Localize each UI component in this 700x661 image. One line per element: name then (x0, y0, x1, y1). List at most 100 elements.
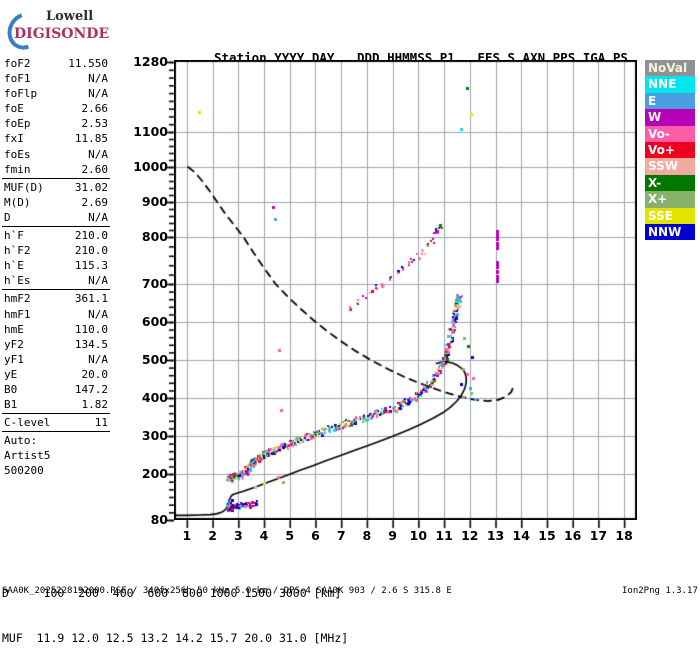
x-tick-label: 14 (512, 528, 530, 543)
lowell-digisonde-logo: Lowell DIGISONDE (1, 6, 136, 56)
parameter-key: foF1 (4, 72, 31, 86)
parameter-row: yF1 N/A (2, 352, 110, 367)
legend-item-x[interactable]: X- (645, 174, 695, 192)
file-info-line: SAA0K_2025228192000.RSF / 340fx256h 50 k… (2, 586, 452, 596)
parameter-value: 210.0 (74, 229, 108, 243)
parameter-row: yE 20.0 (2, 367, 110, 382)
x-tick-label: 5 (285, 528, 295, 543)
parameter-key: yF2 (4, 337, 24, 351)
y-tick-label: 500 (141, 352, 168, 367)
ionogram-canvas[interactable] (174, 60, 637, 520)
parameter-value: 115.3 (74, 259, 108, 273)
parameter-value: N/A (88, 307, 108, 321)
parameter-divider (2, 177, 110, 179)
parameter-row: foF2 11.550 (2, 56, 110, 71)
parameter-key: hmE (4, 322, 24, 336)
x-tick-label: 13 (486, 528, 505, 543)
x-tick-label: 7 (336, 528, 346, 543)
x-tick-label: 15 (538, 528, 556, 543)
parameter-key: fxI (4, 132, 24, 146)
y-tick-label: 800 (141, 229, 168, 244)
parameter-row: B1 1.82 (2, 397, 110, 412)
legend-item-x[interactable]: X+ (645, 191, 695, 208)
parameter-value: 147.2 (74, 382, 108, 396)
parameter-value: 210.0 (74, 244, 108, 258)
parameter-value: 11.550 (68, 57, 108, 70)
legend-item-vo[interactable]: Vo+ (645, 141, 695, 159)
parameter-row: h`F 210.0 (2, 228, 110, 243)
parameter-row: fxI 11.85 (2, 131, 110, 146)
auto-scaler-line: Auto: (4, 434, 38, 448)
parameter-divider (2, 413, 110, 415)
y-tick-label: 1280 (133, 54, 168, 69)
muf-distance-table: D 100 200 400 600 800 1000 1500 3000 [km… (2, 556, 348, 661)
x-tick-label: 10 (409, 528, 428, 543)
parameter-key: B1 (4, 398, 18, 412)
parameter-value: N/A (88, 352, 108, 366)
parameter-value: 2.60 (81, 162, 109, 176)
x-tick-label: 6 (311, 528, 320, 543)
y-tick-label: 600 (141, 314, 168, 329)
parameter-key: h`F (4, 229, 24, 243)
parameter-row: hmF2 361.1 (2, 291, 110, 306)
x-tick-label: 3 (233, 528, 243, 543)
parameter-key: foEs (4, 147, 31, 161)
parameter-key: foEp (4, 117, 31, 131)
parameter-row: hmE 110.0 (2, 322, 110, 337)
parameter-value: 2.53 (81, 117, 109, 131)
parameter-key: M(D) (4, 195, 31, 209)
parameter-key: B0 (4, 382, 18, 396)
legend-item-e[interactable]: E (645, 92, 695, 110)
legend-item-ssw[interactable]: SSW (645, 158, 695, 175)
logo-brand-bottom: DIGISONDE (14, 26, 110, 42)
parameter-row: foE 2.66 (2, 101, 110, 116)
parameter-row: B0 147.2 (2, 382, 110, 397)
parameter-row: foF1 N/A (2, 71, 110, 86)
parameter-row: h`Es N/A (2, 273, 110, 288)
y-tick-label: 1000 (133, 159, 168, 174)
parameter-key: h`E (4, 259, 24, 273)
parameter-key: h`F2 (4, 244, 31, 258)
parameter-key: MUF(D) (4, 180, 44, 194)
x-tick-label: 4 (259, 528, 269, 543)
parameter-value: 1.82 (81, 398, 109, 412)
x-tick-label: 2 (208, 528, 217, 543)
legend-item-nne[interactable]: NNE (645, 76, 695, 93)
x-tick-label: 8 (362, 528, 372, 543)
parameter-key: D (4, 210, 11, 224)
parameter-row: h`E 115.3 (2, 258, 110, 273)
legend-item-sse[interactable]: SSE (645, 207, 695, 224)
parameter-row: hmF1 N/A (2, 307, 110, 322)
software-version: Ion2Png 1.3.17 (622, 586, 698, 596)
y-tick-label: 80 (150, 512, 168, 527)
legend-item-w[interactable]: W (645, 109, 695, 126)
parameter-key: foF2 (4, 57, 31, 70)
parameter-row: D N/A (2, 210, 110, 225)
parameter-value: N/A (88, 87, 108, 101)
auto-scaler-line: Artist5 (4, 449, 51, 463)
parameter-row: h`F2 210.0 (2, 243, 110, 258)
y-tick-label: 700 (141, 276, 168, 291)
y-tick-label: 400 (141, 390, 168, 405)
y-tick-label: 900 (141, 194, 168, 209)
legend-item-noval[interactable]: NoVal (645, 60, 695, 77)
parameter-value: 2.69 (81, 195, 109, 209)
parameter-value: 110.0 (74, 322, 108, 336)
parameter-row: foEs N/A (2, 147, 110, 162)
parameter-row: yF2 134.5 (2, 337, 110, 352)
parameter-value: N/A (88, 274, 108, 288)
ionogram-plot[interactable] (174, 60, 637, 520)
parameter-value: 31.02 (74, 180, 108, 194)
muf-frequency-row: MUF 11.9 12.0 12.5 13.2 14.2 15.7 20.0 3… (2, 631, 349, 645)
legend-item-nnw[interactable]: NNW (645, 223, 695, 241)
parameter-key: h`Es (4, 274, 31, 288)
parameter-key: yE (4, 367, 18, 381)
parameter-row: fmin 2.60 (2, 162, 110, 177)
parameter-divider (2, 431, 110, 433)
y-tick-label: 200 (141, 466, 168, 481)
parameter-value: 134.5 (74, 337, 108, 351)
x-tick-label: 12 (461, 528, 479, 543)
legend-item-vo[interactable]: Vo- (645, 125, 695, 142)
parameter-key: C-level (4, 416, 51, 430)
parameter-value: 2.66 (81, 102, 109, 116)
